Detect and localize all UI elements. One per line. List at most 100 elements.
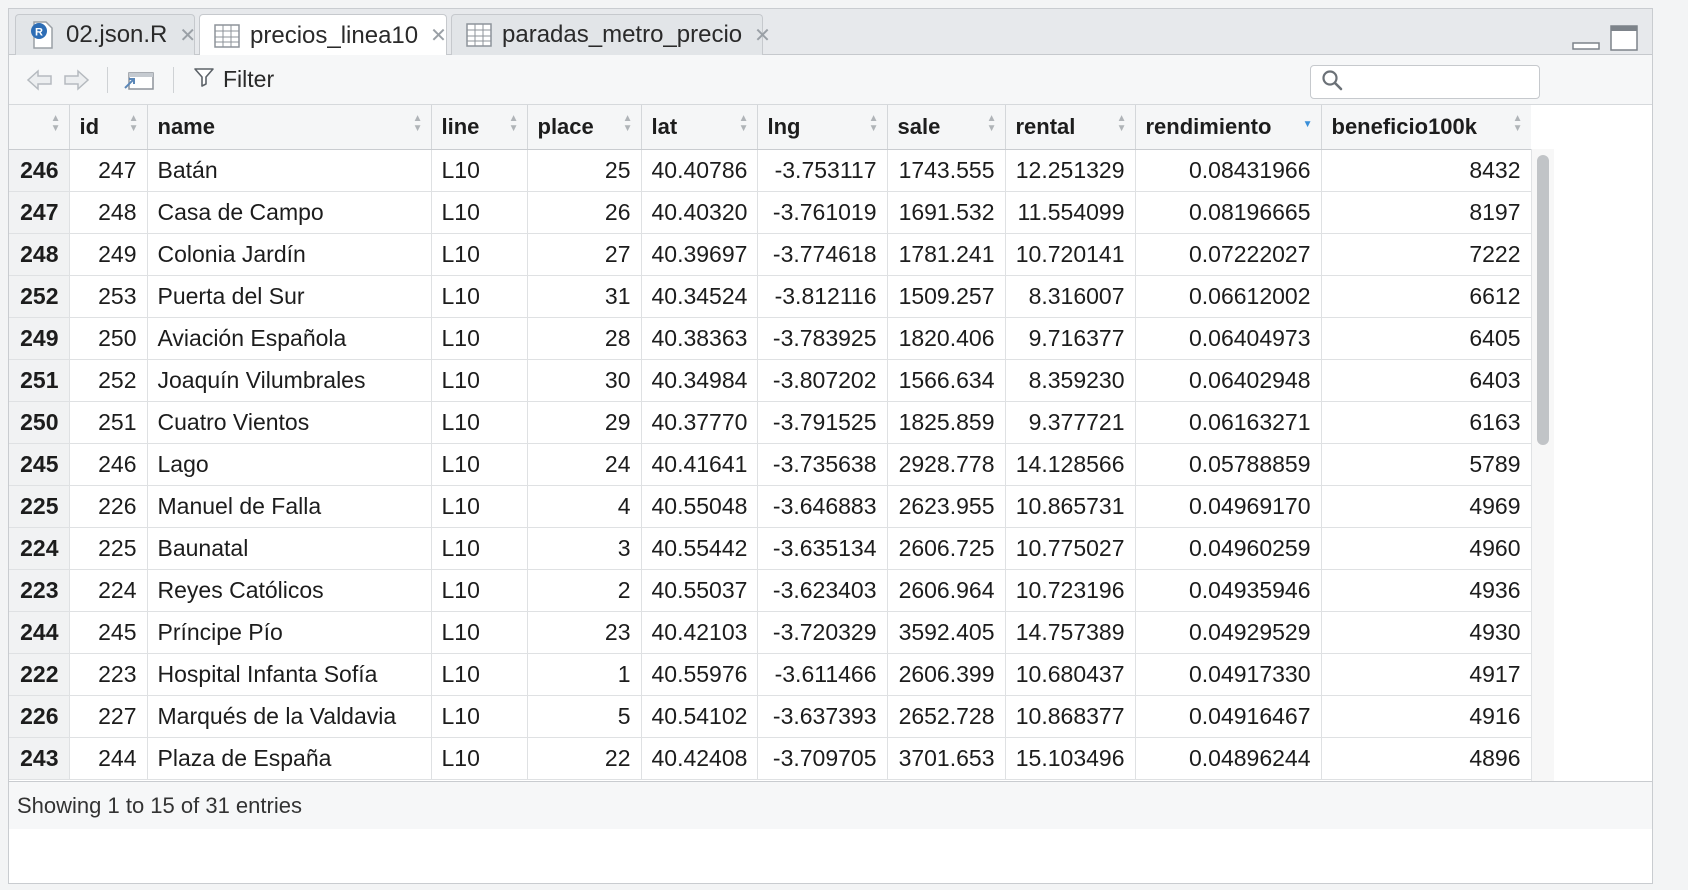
- table-row[interactable]: 222 223 Hospital Infanta Sofía L10 1 40.55976…: [9, 654, 1531, 696]
- row-number-cell: 247: [9, 192, 69, 234]
- cell-sale: 3701.653: [887, 738, 1005, 780]
- minimize-icon[interactable]: [1572, 37, 1600, 56]
- cell-lng: -3.753117: [757, 150, 887, 192]
- cell-name: Manuel de Falla: [147, 486, 431, 528]
- cell-rendimiento: 0.04935946: [1135, 570, 1321, 612]
- search-box[interactable]: [1310, 65, 1540, 99]
- sort-descending-icon[interactable]: ▼: [1303, 120, 1313, 130]
- close-icon[interactable]: ✕: [754, 23, 771, 48]
- sort-arrows-icon[interactable]: ▲ ▼: [869, 114, 879, 134]
- popout-window-icon[interactable]: [123, 68, 155, 92]
- cell-id: 227: [69, 696, 147, 738]
- maximize-icon[interactable]: [1610, 25, 1638, 56]
- table-row[interactable]: 225 226 Manuel de Falla L10 4 40.55048 -3.6468…: [9, 486, 1531, 528]
- column-header-rendimiento[interactable]: rendimiento ▼: [1135, 105, 1321, 150]
- cell-name: Aviación Española: [147, 318, 431, 360]
- cell-lat: 40.34984: [641, 360, 757, 402]
- scrollbar-thumb[interactable]: [1537, 155, 1549, 445]
- table-row[interactable]: 244 245 Príncipe Pío L10 23 40.42103 -3.720329…: [9, 612, 1531, 654]
- cell-rendimiento: 0.06612002: [1135, 276, 1321, 318]
- table-row[interactable]: 223 224 Reyes Católicos L10 2 40.55037 -3.6234…: [9, 570, 1531, 612]
- column-header-place[interactable]: place ▲ ▼: [527, 105, 641, 150]
- cell-beneficio100k: 8197: [1321, 192, 1531, 234]
- cell-place: 28: [527, 318, 641, 360]
- column-header-name[interactable]: name ▲ ▼: [147, 105, 431, 150]
- search-input[interactable]: [1349, 71, 1523, 94]
- cell-line: L10: [431, 360, 527, 402]
- status-bar: Showing 1 to 15 of 31 entries: [9, 781, 1652, 829]
- table-row[interactable]: 251 252 Joaquín Vilumbrales L10 30 40.34984 -3…: [9, 360, 1531, 402]
- tab-02-json-r[interactable]: R 02.json.R ✕: [15, 14, 195, 55]
- cell-lng: -3.735638: [757, 444, 887, 486]
- column-header-lng[interactable]: lng ▲ ▼: [757, 105, 887, 150]
- row-number-cell: 245: [9, 444, 69, 486]
- toolbar-divider: [173, 67, 174, 93]
- cell-rental: 14.128566: [1005, 444, 1135, 486]
- cell-id: 248: [69, 192, 147, 234]
- cell-lat: 40.42408: [641, 738, 757, 780]
- cell-sale: 1691.532: [887, 192, 1005, 234]
- cell-beneficio100k: 7222: [1321, 234, 1531, 276]
- cell-rendimiento: 0.04969170: [1135, 486, 1321, 528]
- table-row[interactable]: 226 227 Marqués de la Valdavia L10 5 40.54102…: [9, 696, 1531, 738]
- close-icon[interactable]: ✕: [430, 23, 447, 48]
- table-body: 246 247 Batán L10 25 40.40786 -3.753117 1743.55…: [9, 150, 1531, 780]
- cell-name: Hospital Infanta Sofía: [147, 654, 431, 696]
- back-arrow-icon[interactable]: [25, 68, 55, 92]
- sort-arrows-icon[interactable]: ▲ ▼: [1117, 114, 1127, 134]
- cell-lat: 40.40320: [641, 192, 757, 234]
- vertical-scrollbar[interactable]: [1531, 149, 1554, 781]
- cell-lat: 40.55048: [641, 486, 757, 528]
- cell-sale: 1825.859: [887, 402, 1005, 444]
- cell-rental: 8.359230: [1005, 360, 1135, 402]
- table-row[interactable]: 245 246 Lago L10 24 40.41641 -3.735638 2928.778…: [9, 444, 1531, 486]
- sort-arrows-icon[interactable]: ▲ ▼: [987, 114, 997, 134]
- cell-name: Baunatal: [147, 528, 431, 570]
- column-header-lat[interactable]: lat ▲ ▼: [641, 105, 757, 150]
- close-icon[interactable]: ✕: [179, 23, 196, 48]
- cell-rendimiento: 0.08196665: [1135, 192, 1321, 234]
- cell-sale: 1509.257: [887, 276, 1005, 318]
- cell-rental: 8.316007: [1005, 276, 1135, 318]
- cell-name: Colonia Jardín: [147, 234, 431, 276]
- sort-arrows-icon[interactable]: ▲ ▼: [509, 114, 519, 134]
- cell-id: 224: [69, 570, 147, 612]
- cell-rendimiento: 0.05788859: [1135, 444, 1321, 486]
- sort-arrows-icon[interactable]: ▲ ▼: [51, 114, 61, 134]
- cell-lat: 40.37770: [641, 402, 757, 444]
- cell-rendimiento: 0.07222027: [1135, 234, 1321, 276]
- sort-arrows-icon[interactable]: ▲ ▼: [623, 114, 633, 134]
- filter-button[interactable]: Filter: [193, 66, 274, 93]
- sort-arrows-icon[interactable]: ▲ ▼: [129, 114, 139, 134]
- table-row[interactable]: 248 249 Colonia Jardín L10 27 40.39697 -3.7746…: [9, 234, 1531, 276]
- sort-arrows-icon[interactable]: ▲ ▼: [739, 114, 749, 134]
- column-header-id[interactable]: id ▲ ▼: [69, 105, 147, 150]
- cell-name: Príncipe Pío: [147, 612, 431, 654]
- tab-paradas-metro-precio[interactable]: paradas_metro_precio ✕: [451, 14, 763, 55]
- cell-id: 253: [69, 276, 147, 318]
- column-header-sale[interactable]: sale ▲ ▼: [887, 105, 1005, 150]
- table-row[interactable]: 250 251 Cuatro Vientos L10 29 40.37770 -3.7915…: [9, 402, 1531, 444]
- tab-precios-linea10[interactable]: precios_linea10 ✕: [199, 14, 447, 56]
- cell-place: 29: [527, 402, 641, 444]
- column-header-rownum[interactable]: ▲ ▼: [9, 105, 69, 150]
- table-row[interactable]: 224 225 Baunatal L10 3 40.55442 -3.635134 2606.…: [9, 528, 1531, 570]
- forward-arrow-icon[interactable]: [61, 68, 91, 92]
- entries-status: Showing 1 to 15 of 31 entries: [17, 793, 302, 818]
- cell-sale: 1820.406: [887, 318, 1005, 360]
- table-row[interactable]: 246 247 Batán L10 25 40.40786 -3.753117 1743.55…: [9, 150, 1531, 192]
- table-icon: [214, 23, 240, 49]
- column-header-rental[interactable]: rental ▲ ▼: [1005, 105, 1135, 150]
- sort-arrows-icon[interactable]: ▲ ▼: [413, 114, 423, 134]
- table-row[interactable]: 247 248 Casa de Campo L10 26 40.40320 -3.76101…: [9, 192, 1531, 234]
- cell-rendimiento: 0.06402948: [1135, 360, 1321, 402]
- row-number-cell: 249: [9, 318, 69, 360]
- sort-arrows-icon[interactable]: ▲ ▼: [1513, 114, 1523, 134]
- cell-lng: -3.761019: [757, 192, 887, 234]
- table-row[interactable]: 252 253 Puerta del Sur L10 31 40.34524 -3.8121…: [9, 276, 1531, 318]
- column-header-beneficio100k[interactable]: beneficio100k ▲ ▼: [1321, 105, 1531, 150]
- table-row[interactable]: 249 250 Aviación Española L10 28 40.38363 -3.7…: [9, 318, 1531, 360]
- column-header-line[interactable]: line ▲ ▼: [431, 105, 527, 150]
- cell-sale: 1781.241: [887, 234, 1005, 276]
- table-row[interactable]: 243 244 Plaza de España L10 22 40.42408 -3.709…: [9, 738, 1531, 780]
